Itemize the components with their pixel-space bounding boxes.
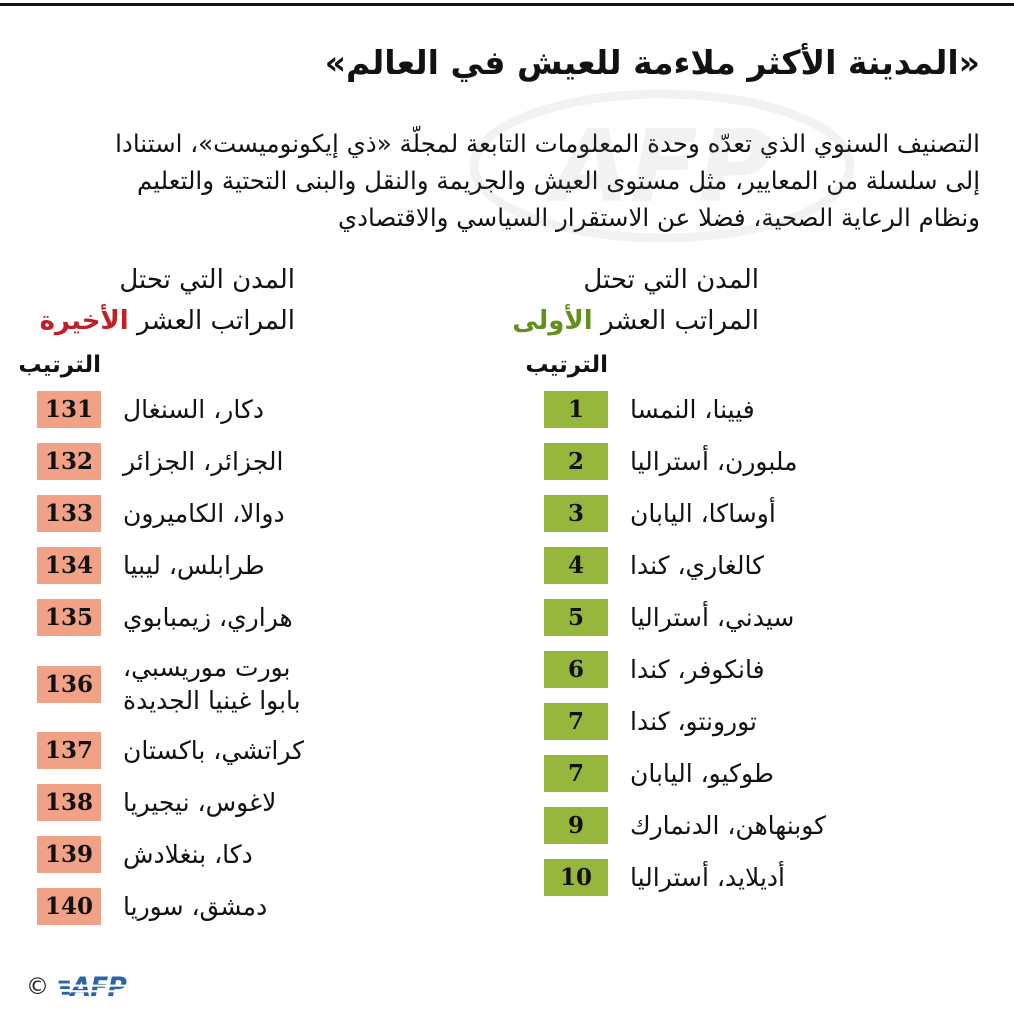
rank-badge: 135: [37, 599, 101, 637]
bottom-header-highlight: الأخيرة: [39, 306, 129, 337]
copyright-symbol: ©: [26, 974, 49, 1000]
city-row: 136 بورت موريسبي، بابوا غينيا الجديدة: [37, 651, 483, 717]
rank-badge: 134: [37, 547, 101, 585]
rank-badge: 140: [37, 888, 101, 926]
bottom-rank-label: الترتيب: [18, 352, 101, 379]
city-name: طوكيو، اليابان: [630, 759, 774, 789]
afp-logo-icon: AFP: [58, 972, 128, 1003]
rank-badge: 131: [37, 391, 101, 429]
rank-badge: 4: [544, 547, 608, 585]
city-name: فيينا، النمسا: [630, 395, 755, 425]
ranking-columns: المدن التي تحتل المراتب العشر الأولى الت…: [0, 260, 1014, 940]
rank-badge: 132: [37, 443, 101, 481]
rank-badge: 7: [544, 755, 608, 793]
city-row: 135 هراري، زيمبابوي: [37, 599, 483, 637]
rank-badge: 9: [544, 807, 608, 845]
bottom-ten-column: المدن التي تحتل المراتب العشر الأخيرة ال…: [18, 260, 483, 940]
city-name: أديلايد، أستراليا: [630, 863, 786, 893]
city-name: طرابلس، ليبيا: [123, 551, 265, 581]
city-row: 137 كراتشي، باكستان: [37, 732, 483, 770]
city-row: 7 طوكيو، اليابان: [544, 755, 990, 793]
city-row: 5 سيدني، أستراليا: [544, 599, 990, 637]
city-name: كوبنهاهن، الدنمارك: [630, 811, 827, 841]
rank-badge: 7: [544, 703, 608, 741]
top-header-line2: المراتب العشر الأولى: [512, 301, 759, 342]
city-row: 9 كوبنهاهن، الدنمارك: [544, 807, 990, 845]
city-row: 3 أوساكا، اليابان: [544, 495, 990, 533]
rank-badge: 10: [544, 859, 608, 897]
top-header-prefix: المراتب العشر: [600, 306, 759, 337]
city-name: فانكوفر، كندا: [630, 655, 765, 685]
city-row: 6 فانكوفر، كندا: [544, 651, 990, 689]
rank-badge: 137: [37, 732, 101, 770]
bottom-header-line2: المراتب العشر الأخيرة: [37, 301, 295, 342]
city-name: ملبورن، أستراليا: [630, 447, 798, 477]
top-header-highlight: الأولى: [512, 306, 593, 337]
city-row: 7 تورونتو، كندا: [544, 703, 990, 741]
top-ten-column: المدن التي تحتل المراتب العشر الأولى الت…: [512, 260, 990, 940]
rank-badge: 136: [37, 665, 101, 703]
description-text: التصنيف السنوي الذي تعدّه وحدة المعلومات…: [115, 128, 980, 232]
rank-badge: 133: [37, 495, 101, 533]
top-header-line1: المدن التي تحتل: [583, 265, 759, 296]
top-column-header: المدن التي تحتل المراتب العشر الأولى: [512, 260, 759, 342]
bottom-column-header: المدن التي تحتل المراتب العشر الأخيرة: [37, 260, 295, 342]
city-name: دكا، بنغلادش: [123, 840, 253, 870]
city-name: دكار، السنغال: [123, 395, 264, 425]
top-cities-rows: 1 فيينا، النمسا 2 ملبورن، أستراليا 3 أوس…: [544, 391, 990, 897]
city-name: كراتشي، باكستان: [123, 736, 305, 766]
page-title: «المدينة الأكثر ملاءمة للعيش في العالم»: [324, 43, 980, 83]
city-row: 134 طرابلس، ليبيا: [37, 547, 483, 585]
rank-badge: 139: [37, 836, 101, 874]
top-divider: [0, 3, 1014, 6]
city-name: الجزائر، الجزائر: [123, 447, 284, 477]
rank-badge: 138: [37, 784, 101, 822]
city-name: أوساكا، اليابان: [630, 499, 776, 529]
city-row: 1 فيينا، النمسا: [544, 391, 990, 429]
city-name: بورت موريسبي، بابوا غينيا الجديدة: [123, 653, 301, 716]
rank-badge: 5: [544, 599, 608, 637]
svg-text:AFP: AFP: [69, 972, 127, 1003]
rank-badge: 3: [544, 495, 608, 533]
top-rank-label: الترتيب: [525, 352, 608, 379]
bottom-header-prefix: المراتب العشر: [136, 306, 295, 337]
city-row: 10 أديلايد، أستراليا: [544, 859, 990, 897]
city-name: دمشق، سوريا: [123, 892, 268, 922]
rank-badge: 1: [544, 391, 608, 429]
footer: © AFP: [26, 971, 136, 1003]
city-name: كالغاري، كندا: [630, 551, 764, 581]
city-row: 2 ملبورن، أستراليا: [544, 443, 990, 481]
city-name: دوالا، الكاميرون: [123, 499, 285, 529]
bottom-header-line1: المدن التي تحتل: [119, 265, 295, 296]
city-row: 132 الجزائر، الجزائر: [37, 443, 483, 481]
city-name: هراري، زيمبابوي: [123, 603, 293, 633]
city-row: 133 دوالا، الكاميرون: [37, 495, 483, 533]
infographic-page: { "page": { "title": "«المدينة الأكثر مل…: [0, 3, 1014, 1017]
city-row: 139 دكا، بنغلادش: [37, 836, 483, 874]
city-name: سيدني، أستراليا: [630, 603, 795, 633]
rank-badge: 6: [544, 651, 608, 689]
city-name: تورونتو، كندا: [630, 707, 757, 737]
city-name: لاغوس، نيجيريا: [123, 788, 277, 818]
city-row: 4 كالغاري، كندا: [544, 547, 990, 585]
bottom-cities-rows: 131 دكار، السنغال 132 الجزائر، الجزائر 1…: [37, 391, 483, 926]
rank-badge: 2: [544, 443, 608, 481]
city-row: 138 لاغوس، نيجيريا: [37, 784, 483, 822]
city-row: 131 دكار، السنغال: [37, 391, 483, 429]
city-row: 140 دمشق، سوريا: [37, 888, 483, 926]
